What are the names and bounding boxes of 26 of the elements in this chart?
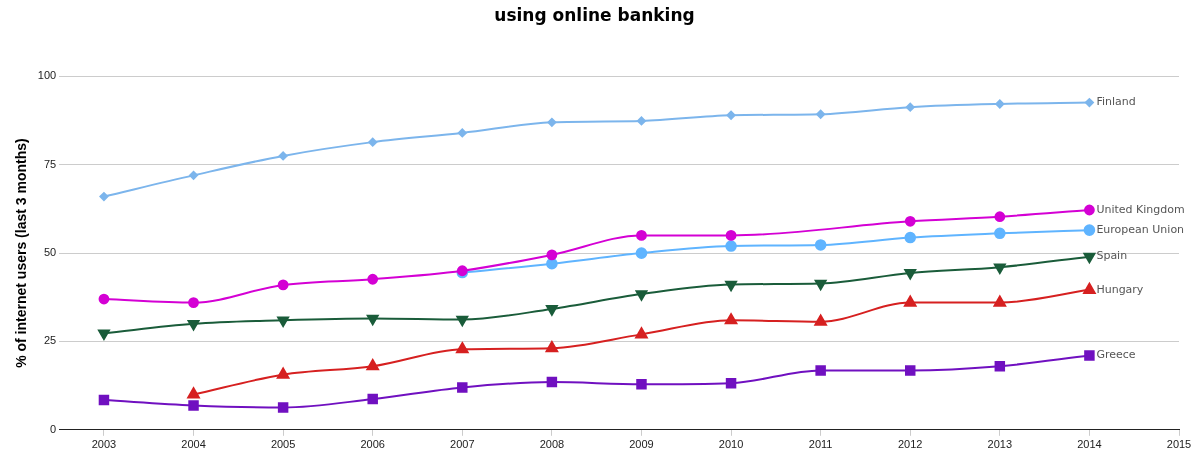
- series-label: European Union: [1096, 222, 1185, 236]
- series-label: Greece: [1096, 348, 1136, 362]
- y-tick-label: 100: [37, 69, 57, 82]
- y-tick-label: 75: [43, 157, 57, 170]
- series-label: Spain: [1096, 249, 1128, 263]
- x-tick-label: 2012: [897, 438, 923, 451]
- y-tick-label: 0: [50, 422, 57, 435]
- x-tick-label: 2003: [91, 438, 117, 451]
- x-tick-label: 2014: [1077, 438, 1102, 451]
- y-axis-title: % of internet users (last 3 months): [13, 138, 30, 368]
- chart-title: using online banking: [494, 4, 695, 25]
- x-tick-label: 2015: [1166, 438, 1192, 451]
- x-tick-label: 2004: [181, 438, 206, 451]
- x-tick-label: 2009: [629, 438, 654, 451]
- x-tick-label: 2008: [539, 438, 565, 451]
- y-tick-label: 50: [43, 246, 57, 259]
- x-tick-label: 2013: [987, 438, 1013, 451]
- series-label: Hungary: [1096, 282, 1144, 296]
- y-tick-label: 25: [43, 334, 57, 347]
- series-label: Finland: [1096, 95, 1136, 109]
- x-tick-label: 2007: [450, 438, 475, 451]
- x-tick-label: 2006: [360, 438, 385, 451]
- series-label: United Kingdom: [1096, 202, 1185, 216]
- x-tick-label: 2011: [808, 438, 833, 451]
- x-tick-label: 2010: [718, 438, 744, 451]
- x-tick-label: 2005: [270, 438, 296, 451]
